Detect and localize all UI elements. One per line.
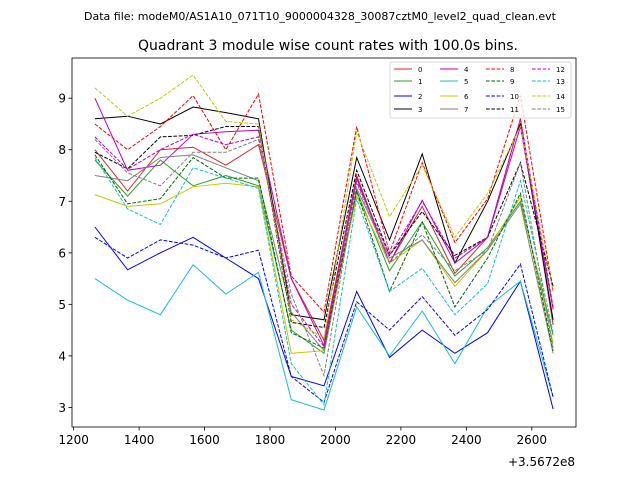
legend-label-14: 14 bbox=[556, 93, 565, 101]
y-tick-label: 4 bbox=[58, 349, 66, 363]
x-tick-label: 2600 bbox=[517, 433, 548, 447]
legend-label-11: 11 bbox=[510, 106, 519, 114]
legend-label-5: 5 bbox=[464, 78, 468, 86]
legend-label-4: 4 bbox=[464, 66, 469, 74]
series-line-2 bbox=[94, 226, 554, 410]
legend-label-13: 13 bbox=[556, 78, 565, 86]
x-tick-label: 1600 bbox=[189, 433, 220, 447]
x-offset-label: +3.5672e8 bbox=[508, 455, 575, 469]
series-line-0 bbox=[94, 118, 554, 342]
series-lines bbox=[94, 74, 554, 411]
y-tick-label: 8 bbox=[58, 143, 66, 157]
legend-label-10: 10 bbox=[510, 93, 519, 101]
chart-suptitle: Data file: modeM0/AS1A10_071T10_90000043… bbox=[84, 10, 557, 23]
series-line-11 bbox=[94, 126, 554, 329]
series-line-4 bbox=[94, 97, 554, 348]
x-tick-label: 2400 bbox=[451, 433, 482, 447]
y-tick-label: 9 bbox=[58, 92, 66, 106]
legend-label-15: 15 bbox=[556, 106, 565, 114]
legend-label-6: 6 bbox=[464, 93, 469, 101]
series-line-12 bbox=[94, 118, 554, 348]
series-line-3 bbox=[94, 106, 554, 321]
series-line-9 bbox=[94, 154, 554, 351]
legend-label-7: 7 bbox=[464, 106, 468, 114]
series-line-1 bbox=[94, 159, 554, 355]
y-tick-label: 6 bbox=[58, 246, 66, 260]
x-tick-label: 2200 bbox=[386, 433, 417, 447]
series-line-13 bbox=[94, 157, 554, 407]
legend-label-2: 2 bbox=[418, 93, 422, 101]
legend-label-1: 1 bbox=[418, 78, 422, 86]
legend-label-9: 9 bbox=[510, 78, 514, 86]
x-tick-label: 1800 bbox=[255, 433, 286, 447]
plot-frame bbox=[71, 57, 577, 428]
y-tick-label: 3 bbox=[58, 401, 66, 415]
legend-label-12: 12 bbox=[556, 66, 565, 74]
legend-label-0: 0 bbox=[418, 66, 422, 74]
series-line-15 bbox=[94, 138, 554, 378]
legend-label-3: 3 bbox=[418, 106, 422, 114]
series-line-7 bbox=[94, 154, 554, 354]
axes: 1200 1400 1600 1800 2000 2200 2400 2600 3 4 5 6 7 8 9 bbox=[58, 57, 577, 447]
series-line-14 bbox=[94, 74, 554, 339]
x-tick-label: 1400 bbox=[124, 433, 155, 447]
series-line-5 bbox=[94, 263, 554, 411]
series-line-8 bbox=[94, 92, 554, 314]
y-tick-label: 7 bbox=[58, 195, 66, 209]
legend-label-8: 8 bbox=[510, 66, 514, 74]
y-tick-label: 5 bbox=[58, 298, 66, 312]
x-tick-label: 2000 bbox=[320, 433, 351, 447]
chart-title: Quadrant 3 module wise count rates with … bbox=[138, 38, 518, 54]
x-tick-label: 1200 bbox=[58, 433, 89, 447]
legend-box bbox=[389, 61, 572, 119]
